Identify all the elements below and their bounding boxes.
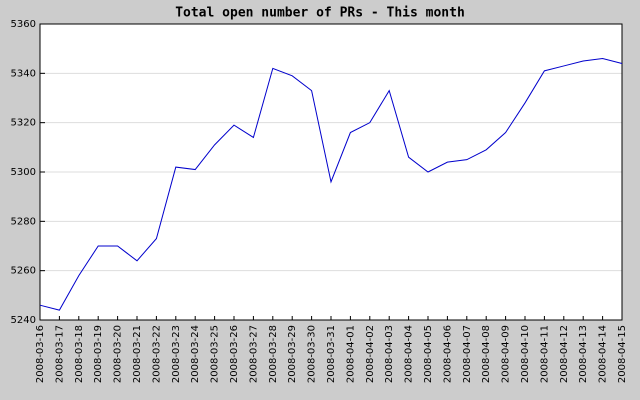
- x-tick-label: 2008-03-19: [93, 325, 104, 383]
- y-tick-label: 5240: [11, 315, 36, 326]
- x-tick-label: 2008-03-29: [287, 325, 298, 383]
- x-tick-label: 2008-03-22: [151, 325, 162, 383]
- x-tick-label: 2008-03-21: [132, 325, 143, 383]
- x-tick-label: 2008-03-30: [307, 325, 318, 383]
- x-tick-label: 2008-03-24: [190, 325, 201, 383]
- y-tick-label: 5340: [11, 68, 36, 79]
- x-tick-label: 2008-04-11: [539, 325, 550, 383]
- chart-title: Total open number of PRs - This month: [175, 6, 465, 21]
- x-tick-label: 2008-03-23: [171, 325, 182, 383]
- x-tick-label: 2008-04-15: [617, 325, 628, 383]
- x-tick-label: 2008-04-07: [462, 325, 473, 383]
- x-tick-label: 2008-03-31: [326, 325, 337, 383]
- x-tick-label: 2008-03-17: [54, 325, 65, 383]
- x-tick-label: 2008-03-26: [229, 325, 240, 383]
- x-tick-label: 2008-04-05: [423, 325, 434, 383]
- x-tick-label: 2008-04-09: [501, 325, 512, 383]
- x-tick-label: 2008-03-27: [248, 325, 259, 383]
- x-tick-label: 2008-03-18: [74, 325, 85, 383]
- y-tick-label: 5300: [11, 167, 36, 178]
- x-tick-label: 2008-04-08: [481, 325, 492, 383]
- y-tick-label: 5320: [11, 118, 36, 129]
- y-tick-label: 5360: [11, 19, 36, 30]
- plot-border: [39, 23, 623, 321]
- x-tick-label: 2008-04-13: [578, 325, 589, 383]
- y-tick-label: 5260: [11, 266, 36, 277]
- x-tick-label: 2008-03-25: [210, 325, 221, 383]
- x-tick-label: 2008-04-06: [442, 325, 453, 383]
- x-tick-label: 2008-04-14: [598, 325, 609, 383]
- x-tick-label: 2008-04-03: [384, 325, 395, 383]
- x-tick-label: 2008-04-12: [559, 325, 570, 383]
- x-tick-label: 2008-03-28: [268, 325, 279, 383]
- x-tick-label: 2008-04-01: [345, 325, 356, 383]
- y-tick-label: 5280: [11, 216, 36, 227]
- data-line: [39, 58, 623, 311]
- x-tick-label: 2008-04-10: [520, 325, 531, 383]
- x-tick-label: 2008-04-02: [365, 325, 376, 383]
- x-tick-label: 2008-03-16: [35, 325, 46, 383]
- x-tick-label: 2008-04-04: [404, 325, 415, 383]
- x-tick-label: 2008-03-20: [113, 325, 124, 383]
